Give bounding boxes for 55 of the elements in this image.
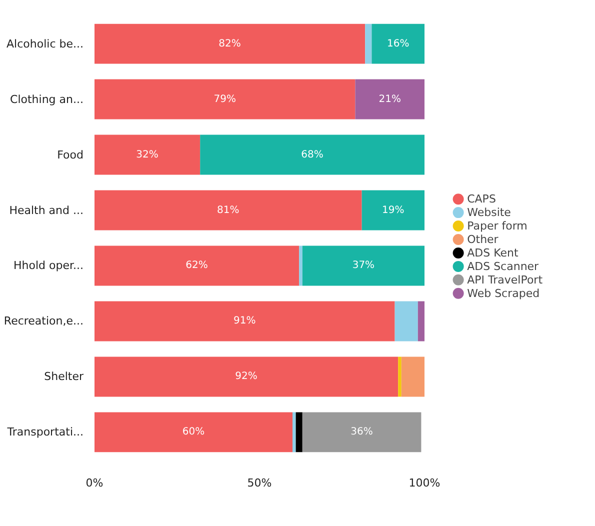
data-label: 62% xyxy=(186,260,208,272)
data-label: 60% xyxy=(182,426,205,438)
data-label: 21% xyxy=(378,94,401,105)
legend-label: API TravelPort xyxy=(467,273,544,286)
data-label: 82% xyxy=(218,38,241,50)
data-label: 68% xyxy=(301,149,324,160)
bar xyxy=(94,79,356,120)
data-label: 16% xyxy=(386,38,410,50)
bar xyxy=(94,246,300,286)
legend-label: ADS Scanner xyxy=(467,260,540,273)
legend-label: CAPS xyxy=(467,192,496,206)
data-label: 92% xyxy=(235,371,258,382)
legend-label: Website xyxy=(467,206,512,220)
x-tick-label: 100% xyxy=(408,476,440,490)
bar xyxy=(394,301,418,342)
data-label: 32% xyxy=(136,149,158,160)
legend-label: ADS Kent xyxy=(467,246,519,260)
x-tick-label: 0% xyxy=(86,476,104,490)
bar xyxy=(94,412,292,452)
bar xyxy=(200,134,424,175)
bar xyxy=(94,190,362,230)
data-label: 91% xyxy=(234,316,256,327)
y-tick-label: Food xyxy=(57,148,84,162)
legend-label: Other xyxy=(467,233,499,246)
y-tick-label: Hhold oper... xyxy=(14,259,84,272)
data-label: 19% xyxy=(382,204,404,216)
bar xyxy=(94,301,395,342)
bar xyxy=(94,356,398,397)
legend-label: Web Scraped xyxy=(467,286,540,300)
bar xyxy=(362,190,424,230)
bar xyxy=(372,24,424,64)
bar xyxy=(299,246,302,286)
bar xyxy=(302,412,422,452)
legend-label: Paper form xyxy=(467,220,528,233)
y-tick-label: Transportati... xyxy=(6,426,84,439)
bar xyxy=(94,24,366,64)
bar xyxy=(94,134,200,175)
data-label: 81% xyxy=(217,204,240,216)
bar xyxy=(418,301,424,342)
bar xyxy=(292,412,296,452)
y-tick-label: Recreation,e... xyxy=(4,314,84,328)
bar xyxy=(296,412,302,452)
y-tick-label: Health and ... xyxy=(9,204,84,217)
bar xyxy=(355,79,424,120)
data-label: 37% xyxy=(352,260,375,272)
bar xyxy=(401,356,424,397)
bar xyxy=(302,246,424,286)
y-tick-label: Clothing an... xyxy=(10,92,84,106)
data-label: 36% xyxy=(350,426,373,438)
x-tick-label: 50% xyxy=(247,476,272,490)
y-tick-label: Alcoholic be... xyxy=(6,37,84,50)
bar xyxy=(398,356,402,397)
bar xyxy=(365,24,372,64)
y-tick-label: Shelter xyxy=(44,370,84,384)
data-label: 79% xyxy=(214,94,236,105)
